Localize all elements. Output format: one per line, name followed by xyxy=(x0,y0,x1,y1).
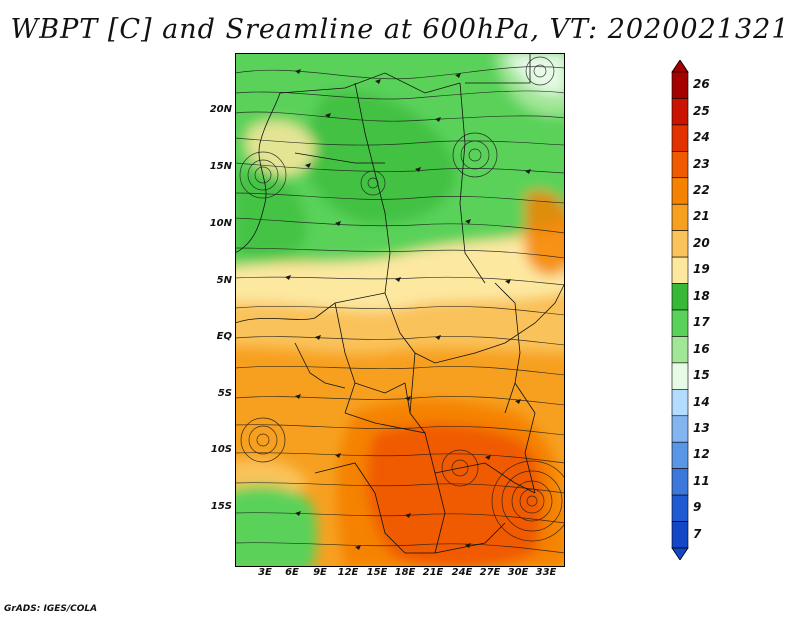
cyan-patch-ne xyxy=(505,53,565,94)
yellow-patch-nw xyxy=(246,120,316,176)
lon-label-18e: 18E xyxy=(394,567,416,578)
lat-label-15s: 15S xyxy=(210,501,232,512)
colorbar-label: 25 xyxy=(693,103,710,118)
colorbar-swatch xyxy=(671,521,689,549)
lat-label-10s: 10S xyxy=(210,444,232,455)
green-dark-patch xyxy=(303,91,457,224)
lon-label-6e: 6E xyxy=(285,567,299,578)
map-panel xyxy=(235,53,565,567)
colorbar-swatch xyxy=(671,494,689,522)
colorbar-label: 22 xyxy=(693,183,710,197)
yellow-band xyxy=(235,228,565,312)
grads-credit: GrADS: IGES/COLA xyxy=(4,604,98,614)
colorbar-label: 20 xyxy=(693,235,710,250)
lon-label-33e: 33E xyxy=(535,567,557,578)
lon-label-21e: 21E xyxy=(422,567,444,578)
colorbar-swatch xyxy=(671,336,689,364)
colorbar-label: 26 xyxy=(693,77,710,92)
colorbar-label: 12 xyxy=(693,447,710,462)
colorbar-swatch xyxy=(671,230,689,258)
colorbar-swatch xyxy=(671,441,689,469)
orange-light-band xyxy=(235,299,565,355)
colorbar-label: 23 xyxy=(693,156,710,171)
chart-title: WBPT [C] and Sreamline at 600hPa, VT: 20… xyxy=(10,14,790,45)
colorbar-label: 17 xyxy=(693,315,710,330)
lat-label-10n: 10N xyxy=(209,218,232,229)
lon-label-24e: 24E xyxy=(451,567,473,578)
colorbar-swatch xyxy=(671,98,689,126)
colorbar-swatch xyxy=(671,362,689,390)
lat-label-5n: 5N xyxy=(216,275,232,286)
colorbar-label: 7 xyxy=(693,526,702,541)
colorbar xyxy=(671,60,689,560)
streamlines xyxy=(235,56,565,554)
yellow-sw-edge xyxy=(235,459,310,493)
orange-east xyxy=(525,190,565,276)
colorbar-label: 18 xyxy=(693,288,710,303)
lon-label-27e: 27E xyxy=(479,567,501,578)
colorbar-label: 9 xyxy=(693,500,702,515)
colorbar-swatch xyxy=(671,203,689,231)
colorbar-swatch xyxy=(671,177,689,205)
wbpt-shading xyxy=(235,53,565,567)
colorbar-label: 13 xyxy=(693,421,710,435)
colorbar-bottom-arrow xyxy=(671,547,689,560)
lon-label-9e: 9E xyxy=(313,567,327,578)
colorbar-swatch xyxy=(671,309,689,337)
colorbar-swatch xyxy=(671,415,689,443)
colorbar-swatch xyxy=(671,389,689,417)
lon-label-30e: 30E xyxy=(507,567,529,578)
colorbar-label: 14 xyxy=(693,394,710,409)
colorbar-swatch xyxy=(671,124,689,152)
colorbar-swatch xyxy=(671,151,689,179)
colorbar-swatch xyxy=(671,71,689,99)
lat-label-eq: EQ xyxy=(216,331,232,342)
colorbar-label: 24 xyxy=(693,130,710,145)
colorbar-label: 15 xyxy=(693,368,710,383)
lon-label-12e: 12E xyxy=(337,567,359,578)
colorbar-swatch xyxy=(671,468,689,496)
lon-label-3e: 3E xyxy=(258,567,272,578)
colorbar-label: 21 xyxy=(693,209,710,224)
colorbar-top-arrow xyxy=(671,60,689,73)
red-region-south xyxy=(366,423,544,567)
colorbar-swatch xyxy=(671,256,689,284)
colorbar-label: 16 xyxy=(693,341,710,356)
colorbar-label: 11 xyxy=(693,473,710,488)
lat-label-5s: 5S xyxy=(217,388,232,399)
green-region-sw xyxy=(235,479,317,567)
colorbar-swatch xyxy=(671,283,689,311)
colorbar-label: 19 xyxy=(693,262,710,277)
lat-label-20n: 20N xyxy=(209,104,232,115)
lon-label-15e: 15E xyxy=(366,567,388,578)
lat-label-15n: 15N xyxy=(209,161,232,172)
stream-arrows xyxy=(285,69,531,550)
